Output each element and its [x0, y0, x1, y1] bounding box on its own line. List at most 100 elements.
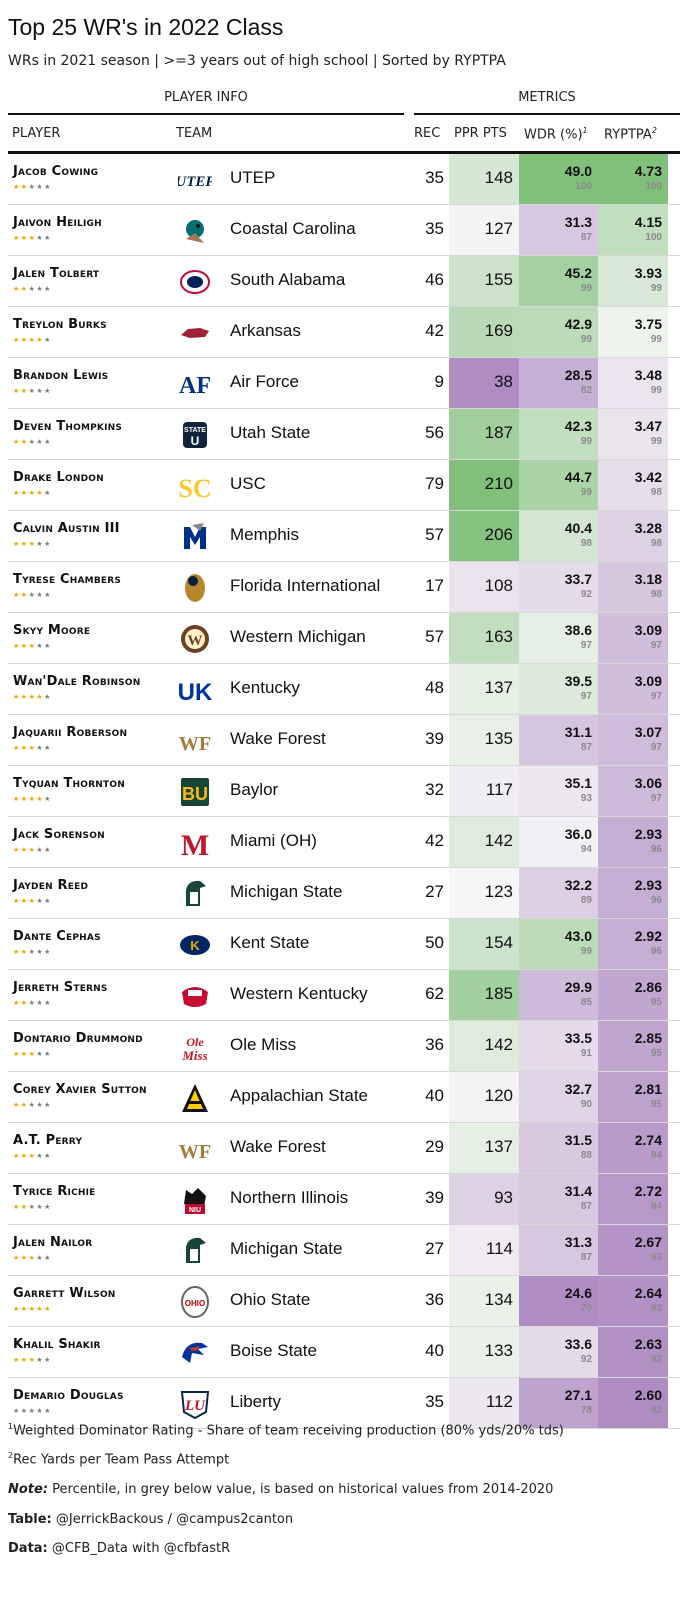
recruit-stars: ★★★★★ [13, 1305, 52, 1313]
star-icon: ★ [13, 1305, 21, 1313]
ppr-value: 112 [485, 1392, 513, 1411]
svg-text:NIU: NIU [189, 1207, 201, 1214]
ryptpa-percentile: 97 [650, 742, 662, 753]
team-name: Northern Illinois [230, 1188, 349, 1207]
ppr-value: 137 [484, 1137, 513, 1156]
ryptpa-value: 3.07 [634, 724, 662, 740]
star-icon: ★ [36, 897, 45, 905]
player-name: Tyrese Chambers [13, 572, 122, 587]
wdr-percentile: 91 [580, 1048, 592, 1059]
memphis-logo [178, 521, 212, 553]
svg-text:SC: SC [178, 474, 211, 502]
ryptpa-cell: 3.09 97 [598, 664, 668, 714]
star-icon: ★ [13, 795, 21, 803]
kentucky-logo: UK [178, 674, 213, 706]
wdr-cell: 32.7 90 [519, 1072, 598, 1122]
ryptpa-percentile: 98 [650, 487, 662, 498]
wdr-cell: 35.1 93 [519, 766, 598, 816]
star-icon: ★ [44, 234, 52, 242]
star-icon: ★ [36, 795, 45, 803]
table-row: Jacob Cowing★★★★★UTEPUTEP3514849.01004.7… [8, 154, 680, 205]
ryptpa-value: 3.18 [634, 571, 662, 587]
team-name: Utah State [230, 423, 311, 442]
ppr-cell: 148 [449, 154, 519, 204]
miami-oh-logo: M [178, 827, 212, 862]
wake-forest-logo: WF [178, 725, 212, 757]
star-icon: ★ [28, 1203, 37, 1211]
star-icon: ★ [36, 1152, 45, 1160]
table-row: Jaivon Heiligh ★★★★★ Coastal Carolina 35 127… [8, 205, 680, 256]
ppr-cell: 93 [449, 1174, 519, 1224]
wdr-cell: 44.7 99 [519, 460, 598, 510]
ppr-cell: 206 [449, 511, 519, 561]
ppr-value: 93 [494, 1188, 513, 1207]
ryptpa-percentile: 97 [650, 793, 662, 804]
rec-value: 39 [425, 729, 444, 748]
recruit-stars: ★★★★★ [13, 489, 52, 497]
rec-value: 40 [425, 1341, 444, 1360]
recruit-stars: ★★★★★ [13, 744, 52, 752]
western-michigan-logo: W [178, 623, 212, 655]
table-row: Calvin Austin III ★★★★★ Memphis 57 206 40.4 98… [8, 511, 680, 562]
table-row: Jalen Nailor ★★★★★ Michigan State 27 114 31.3… [8, 1225, 680, 1276]
rec-value: 36 [425, 1035, 444, 1054]
table-row: Garrett Wilson ★★★★★ OHIO Ohio State 36 134 24… [8, 1276, 680, 1327]
star-icon: ★ [28, 1407, 37, 1415]
recruit-stars: ★★★★★ [13, 438, 52, 446]
wdr-cell: 42.3 99 [519, 409, 598, 459]
star-icon: ★ [28, 795, 37, 803]
wdr-cell: 33.5 91 [519, 1021, 598, 1071]
table-subtitle: WRs in 2021 season | >=3 years out of hi… [8, 53, 506, 69]
star-icon: ★ [44, 1305, 52, 1313]
wdr-value: 40.4 [564, 520, 592, 536]
star-icon: ★ [13, 1254, 21, 1262]
team-name: Memphis [230, 525, 299, 544]
svg-text:WF: WF [179, 1141, 211, 1163]
star-icon: ★ [13, 183, 21, 191]
star-icon: ★ [28, 948, 37, 956]
ryptpa-percentile: 93 [650, 1303, 662, 1314]
ryptpa-value: 3.09 [634, 622, 662, 638]
ppr-cell: 133 [449, 1327, 519, 1377]
star-icon: ★ [28, 1254, 37, 1262]
ppr-value: 210 [484, 474, 513, 493]
ryptpa-percentile: 97 [650, 640, 662, 651]
ryptpa-value: 3.06 [634, 775, 662, 791]
svg-text:LU: LU [184, 1398, 206, 1414]
star-icon: ★ [44, 897, 52, 905]
rec-value: 62 [425, 984, 444, 1003]
star-icon: ★ [36, 846, 45, 854]
ryptpa-cell: 3.18 98 [598, 562, 668, 612]
star-icon: ★ [36, 234, 45, 242]
recruit-stars: ★★★★★ [13, 693, 52, 701]
team-name: Michigan State [230, 882, 343, 901]
wdr-cell: 31.3 87 [519, 1225, 598, 1275]
ryptpa-value: 2.63 [634, 1336, 662, 1352]
ryptpa-value: 3.28 [634, 520, 662, 536]
wdr-cell: 27.1 78 [519, 1378, 598, 1428]
column-header-team: TEAM [176, 126, 213, 141]
table-row: Drake London ★★★★★ SC USC 79 210 44.7 99 3.42 98 [8, 460, 680, 511]
ryptpa-cell: 3.28 98 [598, 511, 668, 561]
wdr-percentile: 87 [580, 1252, 592, 1263]
footnote-2: 2Rec Yards per Team Pass Attempt [8, 1451, 230, 1468]
player-name: Jalen Nailor [13, 1235, 93, 1250]
recruit-stars: ★★★★★ [13, 795, 52, 803]
wdr-percentile: 97 [580, 640, 592, 651]
ryptpa-percentile: 92 [650, 1405, 662, 1416]
wdr-percentile: 94 [580, 844, 592, 855]
wdr-percentile: 99 [580, 283, 592, 294]
ryptpa-cell: 4.15 100 [598, 205, 668, 255]
player-name: Jaquarii Roberson [13, 725, 128, 740]
ryptpa-value: 3.75 [634, 316, 662, 332]
table-title: Top 25 WR's in 2022 Class [8, 14, 284, 40]
wdr-value: 39.5 [564, 673, 592, 689]
ryptpa-cell: 2.92 96 [598, 919, 668, 969]
ppr-value: 108 [484, 576, 513, 595]
star-icon: ★ [44, 948, 52, 956]
wdr-cell: 31.5 88 [519, 1123, 598, 1173]
star-icon: ★ [20, 234, 29, 242]
ppr-value: 137 [484, 678, 513, 697]
rec-value: 79 [425, 474, 444, 493]
team-name: Liberty [230, 1392, 282, 1411]
